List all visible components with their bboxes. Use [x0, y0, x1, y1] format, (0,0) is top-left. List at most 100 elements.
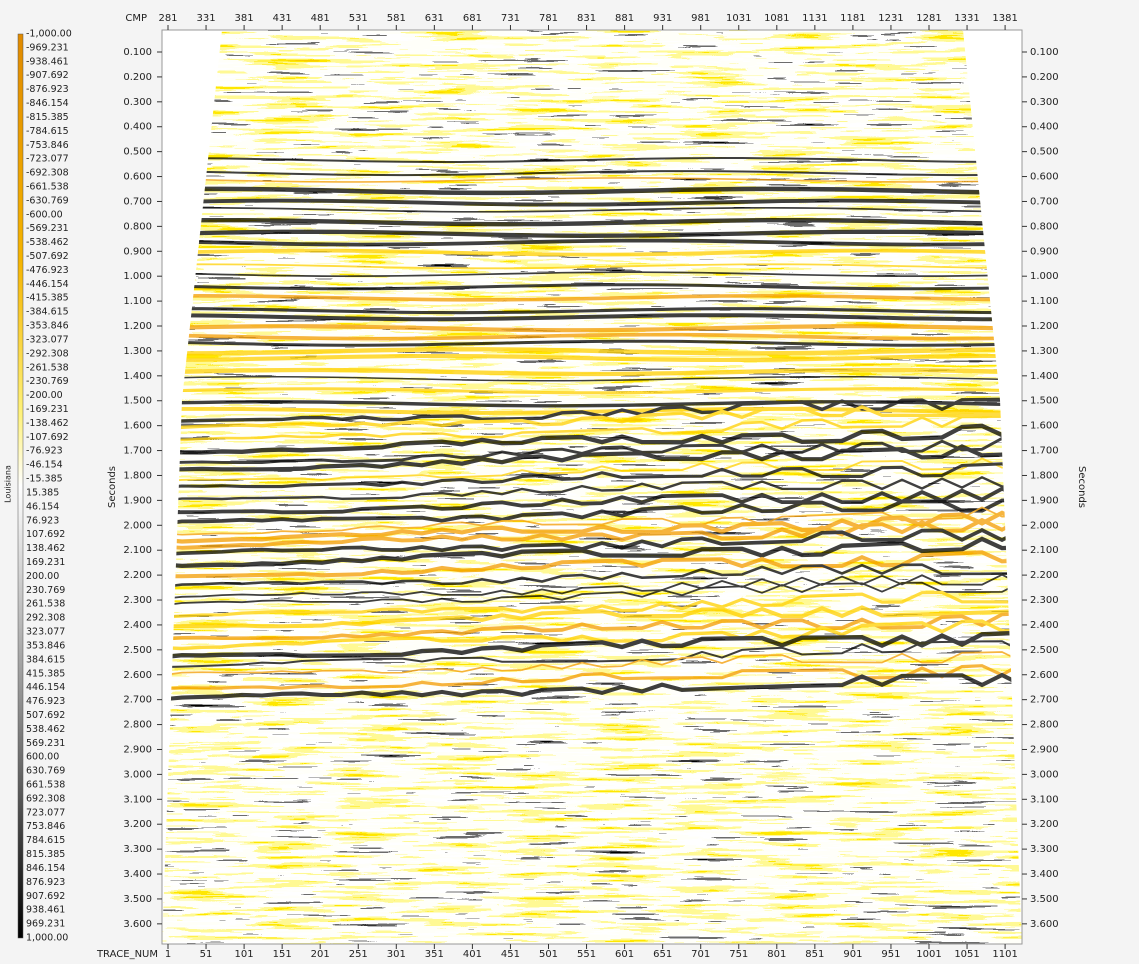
colorbar-label: 476.923 [26, 696, 65, 707]
left-tick-label: 0.200 [123, 72, 152, 83]
seismic-section [162, 30, 1022, 944]
colorbar-label: 230.769 [26, 585, 65, 596]
right-tick-label: 2.200 [1030, 570, 1059, 581]
top-tick-label: 831 [577, 13, 596, 24]
colorbar-label: -107.692 [26, 432, 69, 443]
colorbar-label: -200.00 [26, 390, 63, 401]
left-tick-label: 0.900 [123, 246, 152, 257]
bottom-tick-label: 501 [539, 949, 558, 960]
colorbar-label: -292.308 [26, 348, 69, 359]
left-tick-label: 3.200 [123, 819, 152, 830]
top-tick-label: 531 [349, 13, 368, 24]
colorbar-label: 292.308 [26, 613, 65, 624]
left-tick-label: 0.800 [123, 221, 152, 232]
colorbar-label: 384.615 [26, 654, 65, 665]
colorbar-label: 15.385 [26, 487, 59, 498]
colorbar-label: -169.231 [26, 404, 69, 415]
right-tick-label: 1.400 [1030, 371, 1059, 382]
colorbar-label: 446.154 [26, 682, 65, 693]
top-tick-label: 281 [158, 13, 177, 24]
colorbar-label: 323.077 [26, 627, 65, 638]
colorbar-label: -415.385 [26, 293, 69, 304]
right-tick-label: 1.100 [1030, 296, 1059, 307]
colorbar-label: 630.769 [26, 766, 65, 777]
bottom-tick-label: 701 [691, 949, 710, 960]
colorbar-label: -507.692 [26, 251, 69, 262]
top-tick-label: 681 [463, 13, 482, 24]
colorbar-label: 200.00 [26, 571, 59, 582]
bottom-tick-label: 751 [729, 949, 748, 960]
left-tick-label: 2.400 [123, 620, 152, 631]
colorbar-label: 784.615 [26, 835, 65, 846]
right-tick-label: 3.100 [1030, 794, 1059, 805]
bottom-tick-label: 801 [767, 949, 786, 960]
bottom-tick-label: 301 [387, 949, 406, 960]
bottom-tick-label: 51 [200, 949, 213, 960]
left-tick-label: 2.800 [123, 720, 152, 731]
left-tick-label: 1.100 [123, 296, 152, 307]
top-tick-label: 1231 [878, 13, 903, 24]
colorbar-label: 969.231 [26, 919, 65, 930]
bottom-tick-label: 951 [881, 949, 900, 960]
top-tick-label: 1381 [992, 13, 1017, 24]
bottom-tick-label: 251 [349, 949, 368, 960]
right-tick-label: 2.800 [1030, 720, 1059, 731]
top-tick-label: 1131 [802, 13, 827, 24]
bottom-tick-label: 601 [615, 949, 634, 960]
bottom-tick-label: 451 [501, 949, 520, 960]
bottom-tick-label: 201 [311, 949, 330, 960]
colorbar-label: -138.462 [26, 418, 69, 429]
right-tick-label: 1.000 [1030, 271, 1059, 282]
left-tick-label: 2.900 [123, 744, 152, 755]
top-tick-label: 331 [197, 13, 216, 24]
colorbar-label: -907.692 [26, 70, 69, 81]
left-tick-label: 1.600 [123, 421, 152, 432]
colorbar-label: 415.385 [26, 668, 65, 679]
bottom-tick-label: 351 [425, 949, 444, 960]
left-tick-label: 2.000 [123, 520, 152, 531]
right-tick-label: 0.200 [1030, 72, 1059, 83]
left-tick-label: 0.500 [123, 147, 152, 158]
right-tick-label: 2.300 [1030, 595, 1059, 606]
right-tick-label: 1.300 [1030, 346, 1059, 357]
bottom-tick-label: 101 [235, 949, 254, 960]
right-tick-label: 2.700 [1030, 695, 1059, 706]
right-axis-label: Seconds [1076, 466, 1087, 508]
colorbar-label: -15.385 [26, 474, 63, 485]
colorbar-label: 569.231 [26, 738, 65, 749]
colorbar-label: -569.231 [26, 223, 69, 234]
page: Louisiana CMP TRACE_NUM Seconds Seconds … [0, 0, 1139, 964]
right-tick-label: 2.100 [1030, 545, 1059, 556]
left-tick-label: 3.000 [123, 769, 152, 780]
right-tick-label: 2.600 [1030, 670, 1059, 681]
right-tick-label: 1.500 [1030, 396, 1059, 407]
right-tick-label: 2.000 [1030, 520, 1059, 531]
right-tick-label: 0.300 [1030, 97, 1059, 108]
top-tick-label: 981 [691, 13, 710, 24]
bottom-tick-label: 401 [463, 949, 482, 960]
left-tick-label: 1.500 [123, 396, 152, 407]
colorbar-label: 876.923 [26, 877, 65, 888]
bottom-tick-label: 1101 [992, 949, 1017, 960]
right-tick-label: 3.200 [1030, 819, 1059, 830]
colorbar-label: 353.846 [26, 640, 65, 651]
right-tick-label: 1.800 [1030, 470, 1059, 481]
left-tick-label: 2.700 [123, 695, 152, 706]
colorbar [18, 34, 23, 938]
right-tick-label: 0.500 [1030, 147, 1059, 158]
colorbar-label: 169.231 [26, 557, 65, 568]
colorbar-label: -323.077 [26, 334, 69, 345]
right-tick-label: 1.900 [1030, 495, 1059, 506]
top-tick-label: 1281 [916, 13, 941, 24]
right-tick-label: 3.400 [1030, 869, 1059, 880]
bottom-tick-label: 851 [805, 949, 824, 960]
left-tick-label: 1.900 [123, 495, 152, 506]
colorbar-label: -46.154 [26, 460, 63, 471]
right-tick-label: 0.800 [1030, 221, 1059, 232]
colorbar-label: -261.538 [26, 362, 69, 373]
left-tick-label: 2.600 [123, 670, 152, 681]
left-tick-label: 3.600 [123, 919, 152, 930]
bottom-tick-label: 551 [577, 949, 596, 960]
colorbar-label: 46.154 [26, 501, 59, 512]
colorbar-label: -876.923 [26, 84, 69, 95]
